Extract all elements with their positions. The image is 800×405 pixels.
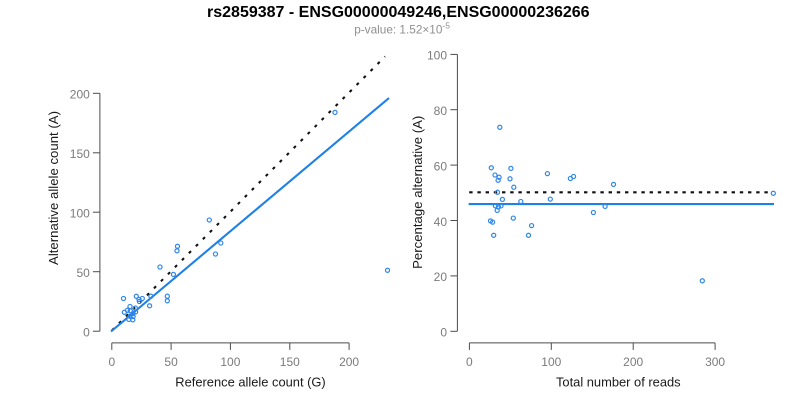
svg-text:100: 100 <box>427 49 447 63</box>
svg-text:0: 0 <box>440 326 447 340</box>
svg-text:200: 200 <box>70 88 90 102</box>
svg-text:80: 80 <box>434 104 448 118</box>
svg-text:p-value: 1.52×10-5: p-value: 1.52×10-5 <box>354 20 450 36</box>
svg-text:50: 50 <box>164 355 178 369</box>
svg-text:0: 0 <box>466 355 473 369</box>
svg-text:Total number of reads: Total number of reads <box>556 375 681 390</box>
svg-text:100: 100 <box>541 355 561 369</box>
svg-text:60: 60 <box>434 159 448 173</box>
svg-text:150: 150 <box>70 147 90 161</box>
svg-text:20: 20 <box>434 270 448 284</box>
svg-text:rs2859387 - ENSG00000049246,EN: rs2859387 - ENSG00000049246,ENSG00000236… <box>207 4 590 21</box>
svg-text:300: 300 <box>705 355 725 369</box>
svg-text:200: 200 <box>623 355 643 369</box>
svg-text:40: 40 <box>434 215 448 229</box>
svg-text:Reference allele count (G): Reference allele count (G) <box>175 375 325 390</box>
svg-text:Alternative allele count (A): Alternative allele count (A) <box>46 111 61 265</box>
svg-text:Percentage alternative (A): Percentage alternative (A) <box>410 116 425 269</box>
svg-text:0: 0 <box>108 355 115 369</box>
svg-text:100: 100 <box>220 355 240 369</box>
svg-text:150: 150 <box>280 355 300 369</box>
svg-text:50: 50 <box>76 266 90 280</box>
svg-text:0: 0 <box>83 326 90 340</box>
svg-text:100: 100 <box>70 207 90 221</box>
svg-text:200: 200 <box>339 355 359 369</box>
